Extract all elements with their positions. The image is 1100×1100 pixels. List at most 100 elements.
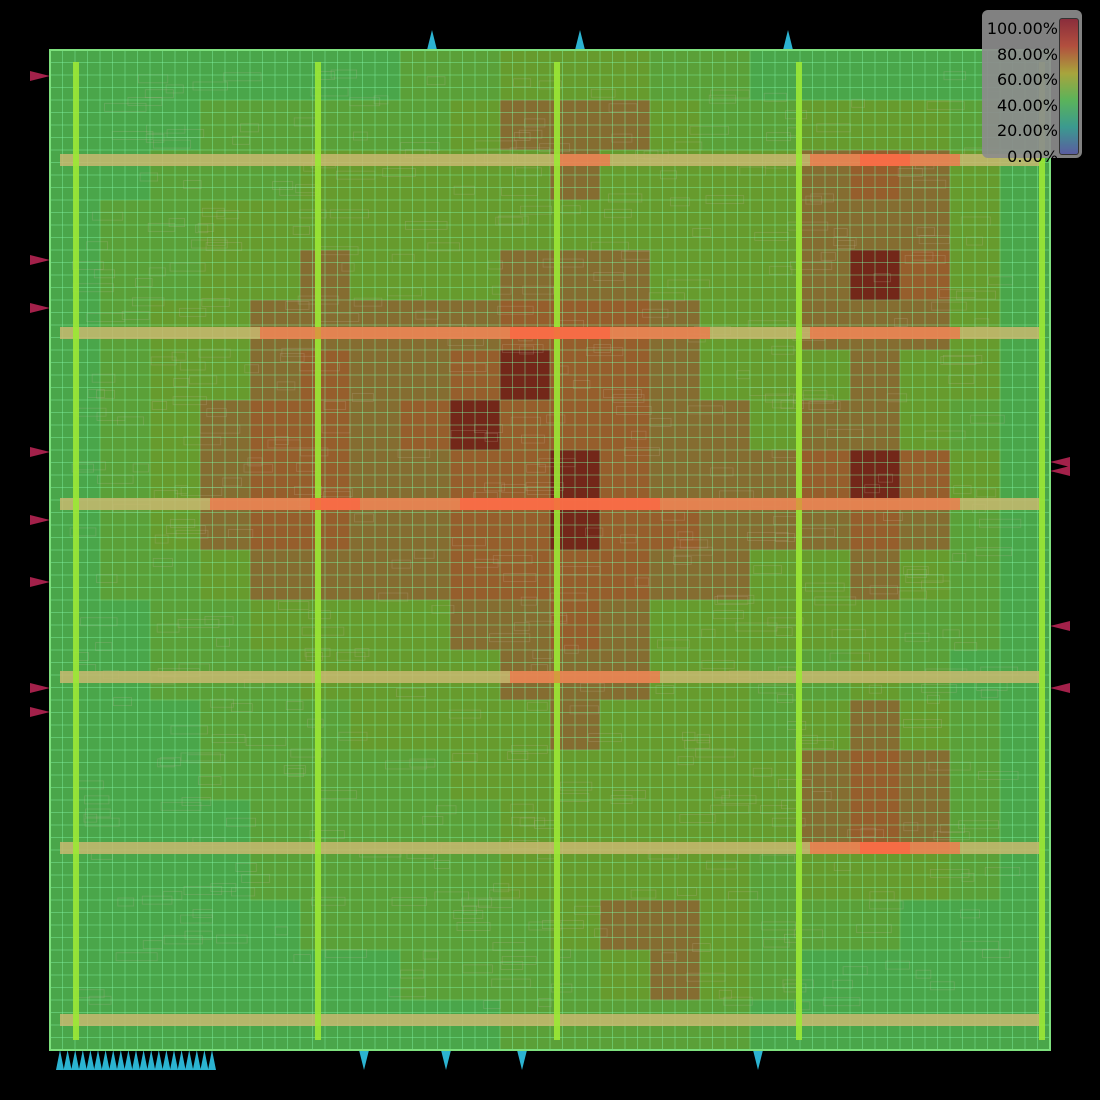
stripe-hotspot [810, 498, 835, 510]
standard-cell [285, 301, 310, 310]
io-pin[interactable] [154, 1050, 163, 1070]
io-pin[interactable] [753, 1050, 763, 1070]
standard-cell [593, 343, 612, 353]
io-pin[interactable] [132, 1050, 140, 1070]
io-pin[interactable] [1050, 457, 1070, 467]
heatmap-cell [850, 550, 901, 601]
io-pin[interactable] [109, 1050, 118, 1070]
standard-cell [138, 74, 169, 84]
stripe-hotspot [260, 327, 285, 339]
heatmap-cell [650, 750, 701, 801]
standard-cell [391, 897, 427, 906]
heatmap-cell [850, 400, 901, 451]
io-pin[interactable] [517, 1050, 527, 1070]
standard-cell [210, 698, 234, 708]
standard-cell [712, 610, 744, 620]
stripe-hotspot [510, 671, 535, 683]
io-pin[interactable] [147, 1050, 156, 1070]
stripe-hotspot [610, 327, 635, 339]
io-pin[interactable] [30, 707, 50, 717]
io-pin[interactable] [30, 577, 50, 587]
io-pin[interactable] [94, 1050, 102, 1070]
heatmap-cell [100, 450, 151, 501]
standard-cell [86, 313, 126, 323]
standard-cell [710, 804, 750, 814]
io-pin[interactable] [63, 1050, 72, 1070]
heatmap-cell [150, 250, 201, 301]
standard-cell [710, 467, 734, 477]
io-pin[interactable] [1050, 621, 1070, 631]
io-pin[interactable] [427, 30, 437, 50]
heatmap-cell [500, 700, 551, 751]
standard-cell [177, 618, 220, 628]
standard-cell [918, 235, 950, 245]
standard-cell [820, 251, 836, 261]
standard-cell [216, 210, 240, 220]
standard-cell [542, 258, 584, 268]
standard-cell [610, 795, 633, 804]
standard-cell [183, 886, 223, 895]
io-pin[interactable] [575, 30, 585, 50]
io-pin[interactable] [1050, 683, 1070, 693]
standard-cell [127, 97, 163, 106]
io-pin[interactable] [200, 1050, 209, 1070]
io-pin[interactable] [170, 1050, 178, 1070]
io-pin[interactable] [162, 1050, 171, 1070]
heatmap-cell [400, 250, 451, 301]
io-pin[interactable] [177, 1050, 186, 1070]
standard-cell [507, 751, 529, 760]
io-pin[interactable] [56, 1050, 64, 1070]
standard-cell [794, 1001, 811, 1011]
io-pin[interactable] [185, 1050, 194, 1070]
io-pin[interactable] [359, 1050, 369, 1070]
heatmap-cell [750, 900, 801, 951]
io-pin[interactable] [124, 1050, 133, 1070]
io-pin[interactable] [192, 1050, 201, 1070]
io-pin[interactable] [30, 683, 50, 693]
heatmap-cell [300, 300, 351, 351]
standard-cell [761, 921, 796, 931]
standard-cell [564, 644, 579, 654]
io-pin[interactable] [30, 515, 50, 525]
stripe-hotspot [335, 498, 360, 510]
heatmap-cell [500, 400, 551, 451]
standard-cell [400, 969, 425, 979]
standard-cell [718, 989, 732, 999]
heatmap-cell [700, 750, 751, 801]
io-pin[interactable] [783, 30, 793, 50]
standard-cell [760, 805, 789, 814]
standard-cell [940, 356, 977, 365]
heatmap-cell [800, 850, 851, 901]
standard-cell [510, 803, 534, 813]
standard-cell [657, 639, 690, 649]
standard-cell [448, 709, 482, 719]
standard-cell [677, 887, 697, 896]
io-pin[interactable] [116, 1050, 125, 1070]
standard-cell [736, 370, 751, 380]
stripe-hotspot [635, 671, 660, 683]
io-pin[interactable] [1050, 466, 1070, 476]
standard-cell [515, 167, 543, 177]
io-pin[interactable] [139, 1050, 148, 1070]
standard-cell [335, 170, 376, 180]
standard-cell [378, 592, 409, 602]
standard-cell [354, 513, 374, 523]
io-pin[interactable] [30, 71, 50, 81]
standard-cell [96, 574, 118, 584]
io-pin[interactable] [30, 447, 50, 457]
io-pin[interactable] [441, 1050, 451, 1070]
io-pin[interactable] [101, 1050, 110, 1070]
io-pin[interactable] [30, 255, 50, 265]
standard-cell [749, 387, 791, 396]
heatmap-cell [600, 450, 651, 501]
io-pin[interactable] [71, 1050, 80, 1070]
io-pin[interactable] [30, 303, 50, 313]
standard-cell [766, 132, 791, 142]
standard-cell [642, 308, 669, 318]
standard-cell [431, 604, 455, 614]
io-pin[interactable] [86, 1050, 95, 1070]
io-pin[interactable] [78, 1050, 87, 1070]
standard-cell [739, 166, 766, 176]
io-pin[interactable] [208, 1050, 216, 1070]
